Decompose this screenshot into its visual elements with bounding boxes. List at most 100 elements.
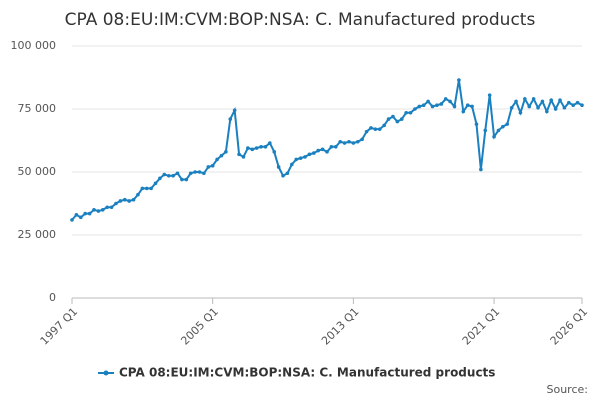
source: Source: bbox=[547, 383, 589, 396]
point bbox=[158, 176, 162, 181]
point bbox=[285, 171, 290, 176]
y-tick-label: 75 000 bbox=[18, 102, 57, 115]
point bbox=[184, 177, 189, 182]
x-tick-label: 2013 Q1 bbox=[319, 305, 362, 348]
point bbox=[122, 197, 127, 202]
point bbox=[518, 110, 523, 115]
point bbox=[496, 128, 501, 133]
point bbox=[307, 152, 312, 157]
point bbox=[377, 127, 382, 131]
point bbox=[263, 145, 268, 149]
point bbox=[272, 150, 277, 154]
point bbox=[329, 145, 334, 149]
point bbox=[347, 139, 351, 144]
point bbox=[421, 103, 426, 108]
chart-title: CPA 08:EU:IM:CVM:BOP:NSA: C. Manufacture… bbox=[65, 10, 536, 30]
point bbox=[197, 170, 202, 174]
point bbox=[215, 157, 219, 162]
point bbox=[202, 171, 206, 176]
point bbox=[395, 119, 400, 124]
point bbox=[74, 213, 79, 217]
point bbox=[224, 150, 228, 154]
point bbox=[487, 93, 492, 97]
point bbox=[316, 148, 321, 153]
point bbox=[514, 99, 518, 104]
point bbox=[210, 163, 215, 168]
point bbox=[78, 215, 83, 220]
point bbox=[281, 173, 285, 178]
point bbox=[470, 104, 474, 109]
point bbox=[505, 122, 510, 126]
point bbox=[540, 99, 545, 104]
point bbox=[457, 78, 461, 82]
point bbox=[452, 104, 457, 109]
point bbox=[479, 167, 483, 172]
point bbox=[149, 186, 153, 191]
point bbox=[474, 122, 479, 126]
point bbox=[558, 98, 562, 102]
y-tick-label: 50 000 bbox=[18, 165, 57, 178]
point bbox=[298, 156, 303, 160]
y-tick-label: 25 000 bbox=[18, 228, 57, 241]
point bbox=[219, 153, 224, 158]
x-tick-label: 1997 Q1 bbox=[38, 305, 81, 348]
point bbox=[162, 172, 167, 177]
point bbox=[430, 104, 435, 109]
point bbox=[166, 173, 171, 178]
point bbox=[492, 134, 496, 139]
point bbox=[439, 102, 444, 106]
point bbox=[232, 108, 237, 113]
point bbox=[83, 211, 87, 216]
point bbox=[338, 139, 342, 144]
point bbox=[443, 97, 448, 101]
point bbox=[527, 104, 532, 109]
point bbox=[382, 123, 386, 128]
x-tick-label: 2005 Q1 bbox=[178, 305, 221, 348]
point bbox=[355, 139, 360, 144]
point bbox=[193, 170, 197, 174]
series-line bbox=[71, 79, 583, 221]
point bbox=[536, 105, 540, 110]
point bbox=[325, 150, 329, 154]
point bbox=[118, 199, 123, 203]
point bbox=[364, 129, 369, 134]
point bbox=[259, 145, 263, 149]
point bbox=[171, 173, 175, 178]
point bbox=[575, 100, 580, 105]
point bbox=[228, 117, 233, 121]
point bbox=[360, 137, 364, 142]
point bbox=[241, 155, 246, 159]
point bbox=[276, 165, 281, 169]
point bbox=[105, 205, 109, 210]
point bbox=[426, 99, 430, 104]
point bbox=[96, 209, 101, 213]
point bbox=[404, 110, 408, 115]
point bbox=[333, 145, 338, 149]
point bbox=[131, 197, 136, 202]
y-tick-label: 100 000 bbox=[11, 39, 57, 52]
point bbox=[312, 151, 316, 155]
point bbox=[545, 109, 549, 114]
point bbox=[386, 117, 391, 121]
point bbox=[465, 103, 470, 108]
point bbox=[448, 99, 452, 104]
point bbox=[114, 201, 118, 206]
point bbox=[136, 192, 140, 197]
legend-label: CPA 08:EU:IM:CVM:BOP:NSA: C. Manufacture… bbox=[119, 366, 495, 380]
point bbox=[109, 205, 114, 210]
point bbox=[70, 218, 74, 222]
point bbox=[567, 100, 571, 105]
point bbox=[435, 103, 439, 108]
point bbox=[206, 165, 211, 169]
point bbox=[509, 105, 514, 110]
point bbox=[369, 126, 373, 130]
point bbox=[290, 162, 294, 167]
point bbox=[180, 177, 184, 182]
point bbox=[408, 110, 413, 115]
point bbox=[144, 186, 149, 191]
point bbox=[523, 97, 527, 101]
point bbox=[342, 141, 347, 145]
point bbox=[399, 117, 404, 121]
